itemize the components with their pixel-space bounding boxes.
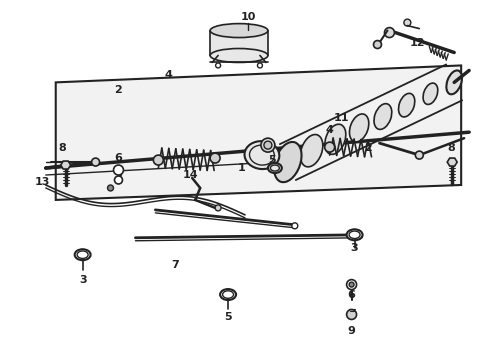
- Text: 2: 2: [364, 143, 371, 153]
- Ellipse shape: [270, 165, 279, 171]
- Text: 13: 13: [35, 177, 50, 187]
- Circle shape: [292, 223, 298, 229]
- Ellipse shape: [349, 114, 369, 142]
- Text: 5: 5: [268, 155, 276, 165]
- Text: 8: 8: [59, 143, 67, 153]
- Circle shape: [92, 158, 99, 166]
- Ellipse shape: [446, 71, 462, 94]
- Circle shape: [346, 310, 357, 319]
- Text: 11: 11: [334, 113, 349, 123]
- Circle shape: [210, 153, 220, 163]
- Text: 1: 1: [238, 163, 246, 173]
- Circle shape: [153, 155, 163, 165]
- Ellipse shape: [300, 135, 323, 167]
- Text: 6: 6: [347, 289, 356, 300]
- Polygon shape: [210, 31, 268, 55]
- Circle shape: [261, 138, 275, 152]
- Circle shape: [215, 205, 221, 211]
- Text: 5: 5: [224, 312, 232, 323]
- Ellipse shape: [346, 229, 363, 240]
- Ellipse shape: [245, 141, 279, 169]
- Ellipse shape: [448, 73, 461, 92]
- Circle shape: [416, 151, 423, 159]
- Polygon shape: [447, 158, 457, 166]
- Text: 7: 7: [172, 260, 179, 270]
- Ellipse shape: [77, 251, 88, 258]
- Ellipse shape: [374, 104, 392, 129]
- Text: 12: 12: [410, 37, 425, 48]
- Text: 4: 4: [164, 71, 172, 80]
- Text: 9: 9: [115, 170, 122, 180]
- Ellipse shape: [74, 249, 91, 260]
- Circle shape: [349, 282, 354, 287]
- Circle shape: [404, 19, 411, 26]
- Ellipse shape: [249, 145, 274, 165]
- Ellipse shape: [349, 231, 360, 239]
- Polygon shape: [61, 161, 71, 169]
- Text: 4: 4: [326, 125, 334, 135]
- Circle shape: [373, 41, 382, 49]
- Circle shape: [357, 233, 363, 239]
- Polygon shape: [56, 66, 461, 200]
- Text: 6: 6: [115, 153, 122, 163]
- Circle shape: [325, 142, 335, 152]
- Circle shape: [346, 280, 357, 289]
- Text: 9: 9: [347, 327, 356, 336]
- Ellipse shape: [276, 145, 300, 179]
- Circle shape: [107, 185, 114, 191]
- Circle shape: [115, 176, 122, 184]
- Text: 10: 10: [240, 12, 256, 22]
- Ellipse shape: [220, 289, 236, 300]
- Ellipse shape: [423, 83, 438, 104]
- Text: 8: 8: [447, 143, 455, 153]
- Circle shape: [257, 63, 263, 68]
- Text: 3: 3: [79, 275, 86, 285]
- Ellipse shape: [268, 163, 282, 173]
- Text: 3: 3: [351, 243, 358, 253]
- Text: 14: 14: [182, 170, 198, 180]
- Ellipse shape: [398, 93, 415, 117]
- Ellipse shape: [325, 124, 346, 154]
- Circle shape: [385, 28, 394, 37]
- Circle shape: [114, 165, 123, 175]
- Circle shape: [216, 63, 220, 68]
- Ellipse shape: [210, 49, 268, 62]
- Ellipse shape: [222, 291, 234, 298]
- Ellipse shape: [210, 24, 268, 37]
- Text: 2: 2: [115, 85, 122, 95]
- Ellipse shape: [274, 142, 301, 182]
- Circle shape: [264, 141, 272, 149]
